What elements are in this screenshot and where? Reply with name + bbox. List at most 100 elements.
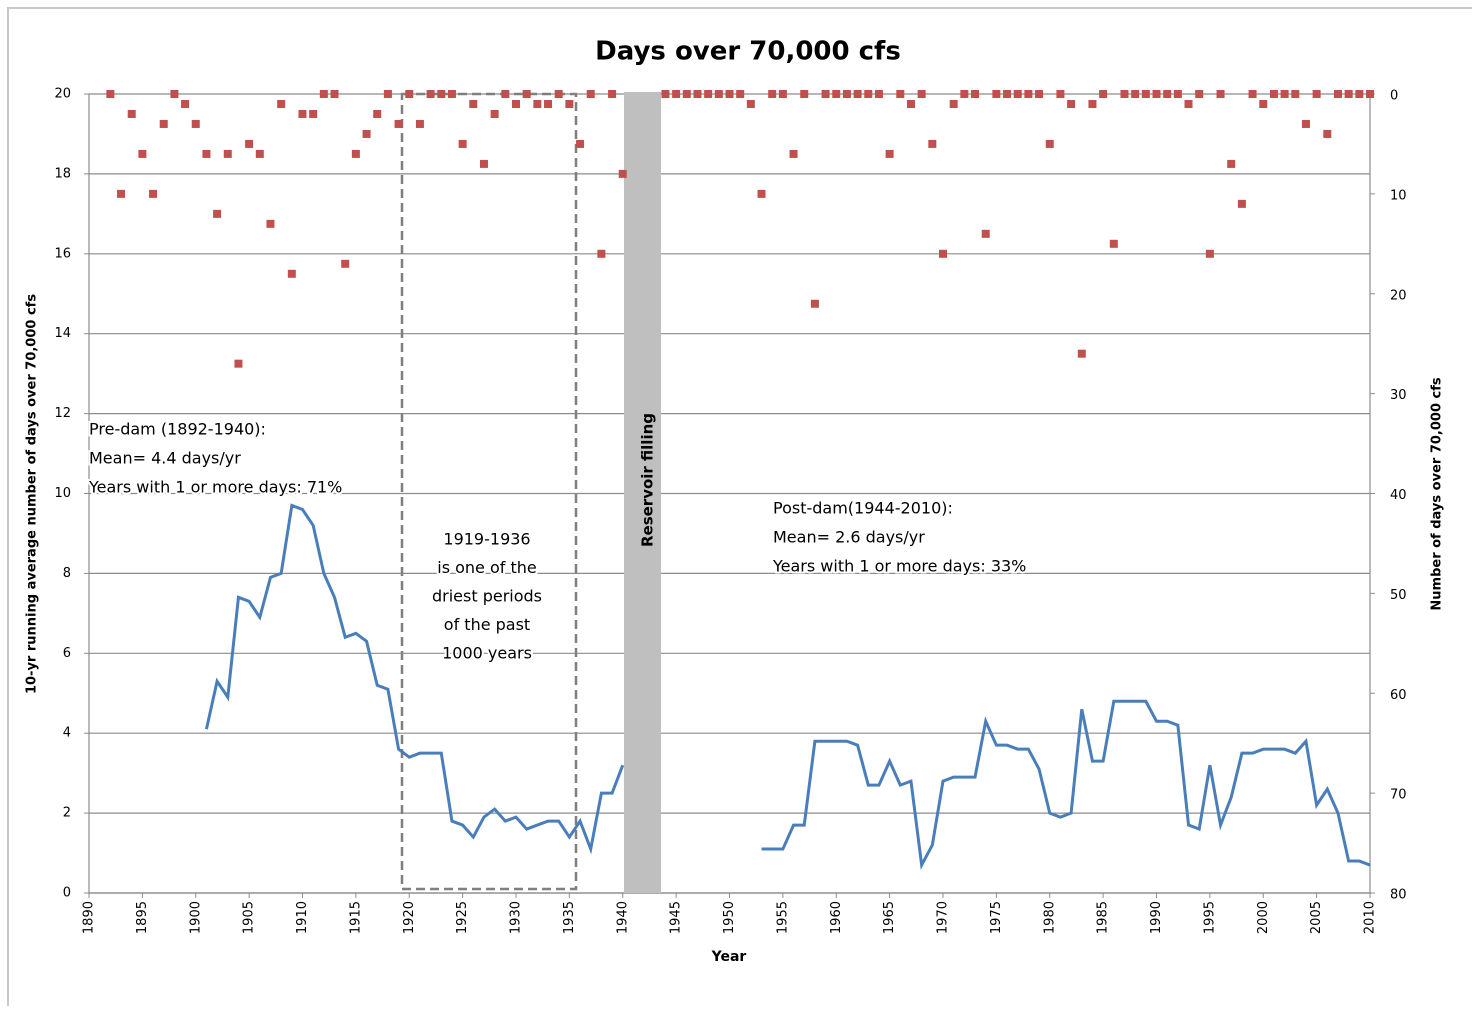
annotation: Years with 1 or more days: 33%: [772, 557, 1026, 576]
scatter-point: [1131, 90, 1140, 98]
scatter-point: [469, 99, 478, 108]
scatter-point: [1067, 99, 1076, 108]
scatter-point: [597, 249, 606, 258]
scatter-point: [1291, 90, 1300, 98]
scatter-point: [789, 149, 798, 158]
x-tick-label: 1980: [1042, 901, 1057, 934]
x-tick-label: 1920: [402, 901, 417, 934]
scatter-point: [309, 109, 318, 118]
scatter-point: [1366, 90, 1374, 98]
scatter-point: [127, 109, 136, 118]
x-tick-label: 2010: [1363, 901, 1378, 934]
scatter-point: [608, 90, 617, 98]
x-tick-label: 1915: [348, 901, 363, 934]
x-axis-label: Year: [711, 949, 747, 965]
scatter-point: [319, 90, 328, 98]
scatter-point: [1269, 90, 1278, 98]
scatter-point: [277, 99, 286, 108]
scatter-point: [1120, 90, 1129, 98]
scatter-point: [565, 99, 574, 108]
scatter-point: [501, 90, 510, 98]
y-tick-label: 16: [54, 246, 71, 261]
scatter-point: [1099, 90, 1108, 98]
annotation: Years with 1 or more days: 71%: [88, 478, 342, 497]
y-tick-label: 12: [54, 406, 71, 421]
y-tick-label: 0: [63, 886, 71, 901]
scatter-point: [1216, 90, 1225, 98]
scatter-point: [1259, 99, 1268, 108]
chart-title: Days over 70,000 cfs: [595, 37, 901, 67]
annotation: Post-dam(1944-2010):: [773, 499, 953, 518]
scatter-point: [1227, 159, 1236, 168]
scatter-point: [266, 219, 275, 228]
scatter-point: [810, 299, 819, 308]
scatter-point: [896, 90, 905, 98]
scatter-point: [234, 359, 243, 368]
scatter-point: [191, 119, 200, 128]
scatter-point: [117, 189, 126, 198]
x-tick-label: 1960: [829, 901, 844, 934]
scatter-point: [1141, 90, 1150, 98]
scatter-point: [362, 129, 371, 138]
x-tick-label: 1965: [882, 901, 897, 934]
y-axis-label: 10-yr running average number of days ove…: [25, 294, 40, 694]
x-tick-label: 1910: [295, 901, 310, 934]
x-tick-label: 1905: [242, 901, 257, 934]
scatter-point: [1312, 90, 1321, 98]
scatter-point: [255, 149, 264, 158]
scatter-point: [298, 109, 307, 118]
x-tick-label: 1975: [989, 901, 1004, 934]
y2-tick-label: 20: [1390, 288, 1407, 303]
scatter-point: [415, 119, 424, 128]
x-tick-label: 2005: [1309, 901, 1324, 934]
scatter-point: [330, 90, 339, 98]
scatter-point: [1163, 90, 1172, 98]
x-tick-label: 1955: [775, 901, 790, 934]
scatter-point: [522, 90, 531, 98]
scatter-point: [341, 259, 350, 268]
scatter-point: [949, 99, 958, 108]
annotation: Mean= 2.6 days/yr: [773, 528, 925, 547]
scatter-point: [917, 90, 926, 98]
scatter-point: [373, 109, 382, 118]
x-tick-label: 1925: [455, 901, 470, 934]
scatter-point: [906, 99, 915, 108]
y-tick-label: 4: [63, 726, 71, 741]
scatter-point: [1088, 99, 1097, 108]
annotation: is one of the: [437, 558, 537, 577]
y-tick-label: 20: [54, 87, 71, 102]
scatter-point: [725, 90, 734, 98]
y2-tick-label: 50: [1390, 588, 1407, 603]
scatter-point: [383, 90, 392, 98]
scatter-point: [394, 119, 403, 128]
scatter-point: [618, 169, 627, 178]
scatter-point: [586, 90, 595, 98]
scatter-point: [682, 90, 691, 98]
y-tick-label: 18: [54, 166, 71, 181]
scatter-point: [1333, 90, 1342, 98]
scatter-point: [971, 90, 980, 98]
scatter-point: [202, 149, 211, 158]
scatter-point: [864, 90, 873, 98]
scatter-point: [960, 90, 969, 98]
x-tick-label: 1940: [615, 901, 630, 934]
scatter-point: [778, 90, 787, 98]
scatter-point: [437, 90, 446, 98]
scatter-point: [512, 99, 520, 108]
scatter-point: [853, 90, 862, 98]
scatter-point: [213, 209, 222, 218]
scatter-point: [287, 269, 296, 278]
annotation: Mean= 4.4 days/yr: [89, 449, 241, 468]
scatter-point: [714, 90, 723, 98]
scatter-point: [1237, 199, 1246, 208]
scatter-point: [939, 249, 947, 258]
scatter-point: [170, 90, 179, 98]
x-tick-label: 1995: [1202, 901, 1217, 934]
scatter-point: [672, 90, 681, 98]
x-tick-label: 1895: [135, 901, 150, 934]
scatter-point: [832, 90, 841, 98]
scatter-point: [704, 90, 713, 98]
scatter-point: [800, 90, 809, 98]
x-tick-label: 1930: [509, 901, 524, 934]
